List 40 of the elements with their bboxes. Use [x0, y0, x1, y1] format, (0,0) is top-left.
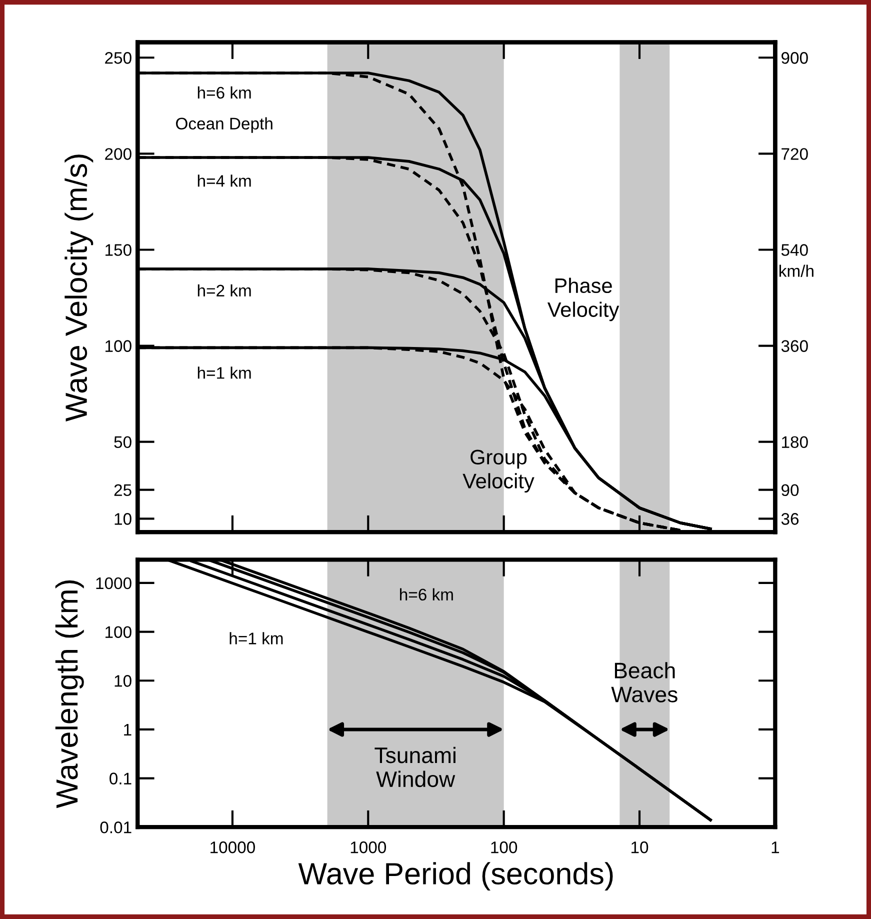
annotation: h=6 km [400, 588, 453, 601]
annotation: Phase Velocity [547, 278, 620, 322]
annotation: Ocean Depth [176, 117, 272, 133]
y-tick-label: 100 [106, 626, 132, 638]
x-tick-label: 100 [491, 841, 518, 854]
y-tick-label: 0.1 [110, 772, 132, 784]
y2-tick-label: 180 [782, 436, 808, 448]
y-tick-label: 200 [105, 148, 132, 160]
y-tick-label: 0.01 [100, 822, 132, 834]
y-tick-label: 1000 [96, 577, 132, 590]
y2-tick-label: 90 [782, 484, 799, 496]
y-tick-label: 1 [124, 724, 132, 736]
annotation: h=6 km [198, 86, 251, 99]
y2-axis-title: km/h [780, 264, 814, 277]
band-label: Beach Waves [611, 662, 678, 702]
annotation: Group Velocity [462, 450, 534, 493]
x-axis-title: Wave Period (seconds) [298, 862, 613, 891]
y-axis-title: Wave Velocity (m/s) [64, 154, 94, 422]
annotation: h=2 km [198, 284, 251, 296]
y-tick-label: 250 [105, 52, 132, 64]
y-tick-label: 100 [106, 340, 132, 352]
y2-tick-label: 360 [781, 340, 808, 352]
annotation: h=1 km [198, 366, 251, 379]
y-axis-title: Wavelength (km) [55, 580, 84, 808]
y-tick-label: 10 [114, 513, 132, 525]
y-tick-label: 10 [114, 675, 132, 687]
y2-tick-label: 900 [782, 52, 808, 64]
y-tick-label: 25 [114, 484, 132, 496]
annotation: h=1 km [230, 632, 283, 644]
y2-tick-label: 720 [782, 148, 808, 160]
y-tick-label: 50 [114, 436, 132, 448]
x-tick-label: 10000 [210, 841, 255, 854]
band-label: Tsunami Window [374, 746, 456, 788]
x-tick-label: 1 [772, 842, 780, 854]
y2-tick-label: 540 [781, 244, 808, 256]
annotation: h=4 km [198, 174, 251, 187]
y-tick-label: 150 [106, 244, 132, 256]
x-tick-label: 1000 [350, 841, 386, 854]
x-tick-label: 10 [632, 841, 648, 854]
y2-tick-label: 36 [781, 513, 799, 525]
